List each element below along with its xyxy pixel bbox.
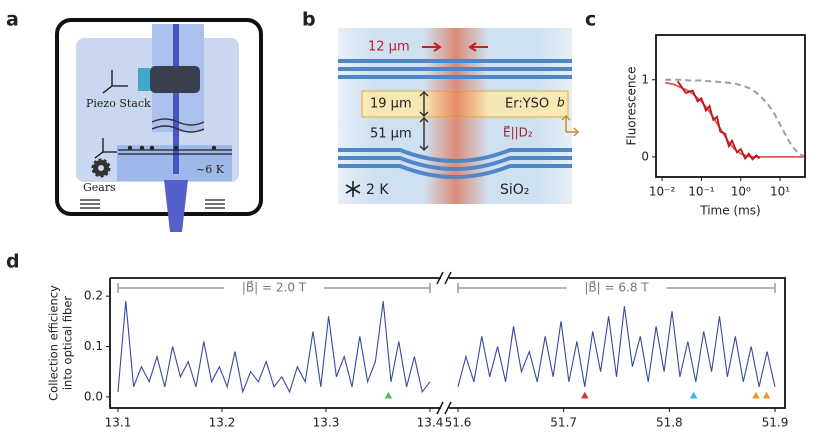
panel-b: b 12 µm 19 µm 51 µm Er:YSO b E⃗||D₂ 2 K … [302, 9, 580, 204]
snowflake-icon [345, 181, 361, 197]
crystal-axes [561, 114, 580, 137]
beam [173, 24, 179, 174]
y-axis-label: Fluorescence [625, 66, 639, 145]
x-tick-label: 10¹ [770, 185, 790, 199]
x-tick-label: 10⁻² [649, 185, 676, 199]
x-tick-label: 13.3 [313, 416, 340, 430]
x-tick-label: 13.1 [105, 416, 132, 430]
axes-icon [94, 138, 117, 159]
gears-label: Gears [83, 181, 116, 194]
range-bar [457, 283, 776, 293]
transition-marker [750, 390, 762, 400]
x-axis-label: Time (ms) [699, 204, 761, 218]
axes-frame [109, 277, 786, 409]
sample-plate [118, 149, 232, 155]
panel-label: c [585, 9, 596, 31]
beam-cone [164, 180, 188, 232]
gear-hole [98, 165, 104, 171]
field-annotation: |B⃗| = 6.8 T [584, 280, 649, 294]
series-line [676, 80, 761, 161]
x-tick-label: 51.6 [445, 416, 472, 430]
y-tick-label: 0 [641, 149, 649, 163]
axis-break [436, 271, 452, 415]
transition-marker [579, 390, 590, 400]
thickness-label: 19 µm [370, 97, 412, 112]
crystal-label: Er:YSO [505, 97, 549, 112]
x-tick-label: 51.8 [656, 416, 683, 430]
panel-label: d [6, 251, 20, 273]
substrate-label: SiO₂ [500, 182, 529, 198]
flexure [151, 118, 205, 133]
bottom-mirror [338, 148, 572, 179]
temperature-label: ~6 K [196, 163, 225, 176]
y-tick-label: 1 [641, 72, 649, 86]
samples [127, 145, 217, 151]
piezo-block [150, 66, 200, 93]
top-mirror [338, 59, 572, 79]
range-bar [117, 283, 431, 293]
y-axis-label: into optical fiber [61, 296, 75, 391]
waist-arrows [422, 42, 488, 52]
field-annotation: |B⃗| = 2.0 T [242, 280, 307, 294]
y-tick-label: 0.1 [84, 339, 103, 353]
springs [80, 199, 225, 209]
charts: c 10⁻² 10⁻¹ 10⁰ 10¹ 0 1 Time (ms) Fluorescence d 1… [6, 9, 806, 430]
x-tick-label: 13.4 [417, 416, 444, 430]
spectrum [457, 306, 776, 387]
field-label: E⃗||D₂ [503, 125, 533, 139]
y-tick-label: 0.2 [84, 289, 103, 303]
panel-label: b [302, 9, 316, 31]
y-axis-label: Collection efficiency [47, 285, 61, 401]
x-tick-label: 13.2 [209, 416, 236, 430]
panel-a: a Piezo Stack Gears ~6 K [6, 9, 263, 232]
transition-marker [761, 390, 772, 400]
mode-in-crystal [424, 91, 488, 117]
x-tick-label: 10⁰ [731, 185, 751, 199]
axes-icon [102, 70, 128, 94]
waist-label: 12 µm [368, 40, 410, 55]
piezo-stripes [138, 68, 150, 91]
axis-label: b [557, 96, 565, 110]
x-tick-label: 51.9 [762, 416, 789, 430]
spectrum [117, 301, 431, 394]
transition-marker [383, 390, 394, 400]
series-line [665, 78, 805, 158]
panel-label: a [6, 9, 19, 31]
dimension-arrows [419, 90, 429, 152]
y-tick-label: 0.0 [84, 389, 103, 403]
panel-d-frame [109, 271, 786, 415]
x-tick-label: 51.7 [550, 416, 577, 430]
piezo-label: Piezo Stack [86, 97, 151, 110]
gap-label: 51 µm [370, 127, 412, 142]
axes-frame [655, 34, 806, 178]
x-tick-label: 10⁻¹ [688, 185, 715, 199]
temperature-label: 2 K [366, 182, 389, 198]
transition-marker [688, 390, 699, 400]
